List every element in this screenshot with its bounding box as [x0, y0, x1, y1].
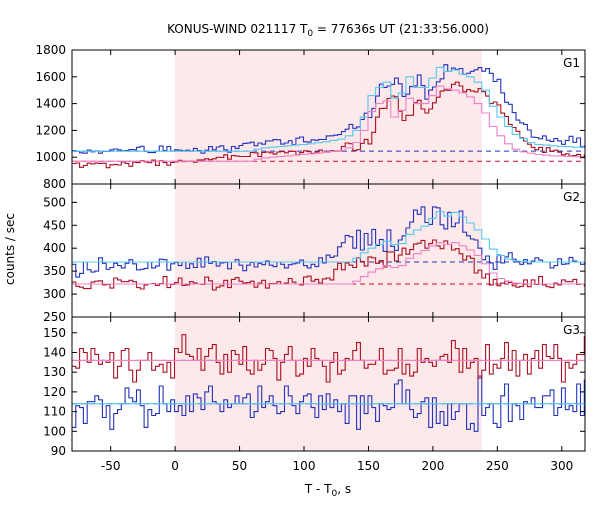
x-axis-label: T - T0, s: [304, 482, 351, 499]
y-tick-label-g2: 400: [43, 241, 66, 255]
y-axis-label: counts / sec: [3, 213, 17, 285]
chart-title-subscript: 0: [307, 29, 313, 39]
chart-title: KONUS-WIND 021117 T0 = 77636s UT (21:33:…: [167, 22, 489, 39]
series-blue-series-g3: [72, 375, 585, 432]
panel-g1: 800 1000 1200 1400 1600 1800 G1: [35, 43, 586, 191]
y-tick-label-g2: 350: [43, 264, 66, 278]
y-tick-label-g3: 90: [51, 444, 66, 458]
y-tick-label-g2: 450: [43, 218, 66, 232]
y-tick-label-g2: 250: [43, 310, 66, 324]
y-tick-label-g1: 1600: [35, 70, 66, 84]
x-tick-label: 100: [293, 459, 316, 473]
y-tick-label-g2: 300: [43, 287, 66, 301]
y-tick-label-g1: 1800: [35, 43, 66, 57]
shaded-interval-g2: [175, 184, 482, 317]
x-axis-label-main: T - T: [304, 482, 332, 496]
panel-label-g3: G3: [563, 323, 580, 337]
y-tick-label-g1: 1200: [35, 123, 66, 137]
y-tick-label-g1: 800: [43, 177, 66, 191]
x-axis-label-subscript: 0: [332, 489, 338, 499]
y-tick-label-g3: 150: [43, 326, 66, 340]
series-model-pink-g1: [72, 85, 585, 162]
x-tick-label: 300: [550, 459, 573, 473]
x-tick-label: -50: [101, 459, 121, 473]
y-tick-label-g3: 110: [43, 405, 66, 419]
x-tick-label: 150: [357, 459, 380, 473]
series-blue-series-g1: [72, 64, 585, 154]
series-model-light-g2: [72, 210, 585, 263]
x-axis-label-rest: , s: [337, 482, 351, 496]
x-tick-labels: -50 0 50 100 150 200 250 300: [101, 459, 573, 473]
x-tick-label: 250: [486, 459, 509, 473]
series-model-light-g1: [72, 66, 585, 152]
y-tick-label-g1: 1000: [35, 150, 66, 164]
y-tick-label-g3: 140: [43, 345, 66, 359]
y-tick-label-g3: 120: [43, 385, 66, 399]
panel-g2: 250 300 350 400 450 500 G2: [43, 183, 586, 324]
chart-title-rest: = 77636s UT (21:33:56.000): [313, 22, 489, 36]
x-tick-label: 0: [171, 459, 179, 473]
shaded-interval-g3: [175, 317, 482, 451]
panels-group: 80010001200140016001800G1250300350400450…: [35, 43, 586, 473]
y-tick-label-g3: 130: [43, 365, 66, 379]
panel-label-g1: G1: [563, 56, 580, 70]
chart-title-main: KONUS-WIND 021117 T: [167, 22, 308, 36]
x-tick-label: 50: [232, 459, 247, 473]
series-model-pink-g2: [72, 242, 585, 285]
y-tick-label-g1: 1400: [35, 97, 66, 111]
series-red-series-g3: [72, 334, 585, 383]
panel-label-g2: G2: [563, 190, 580, 204]
y-tick-label-g3: 100: [43, 424, 66, 438]
x-tick-label: 200: [421, 459, 444, 473]
panel-g3: 90 100 110 120 130 140 150 G3: [43, 316, 586, 458]
panel-frame-g3: [71, 316, 586, 452]
y-tick-label-g2: 500: [43, 195, 66, 209]
